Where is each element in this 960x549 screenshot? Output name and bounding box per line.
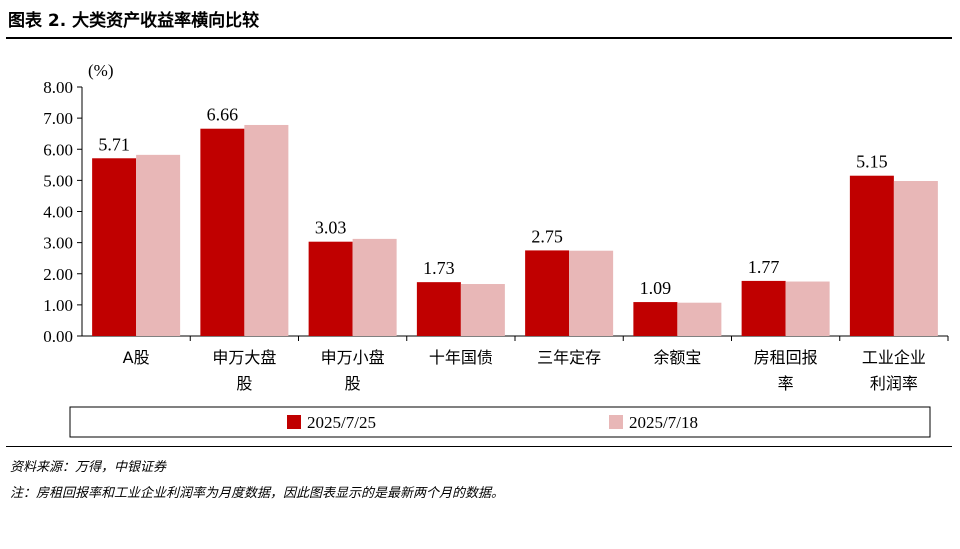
bar-previous (893, 180, 938, 336)
legend-label: 2025/7/18 (629, 413, 698, 432)
bar-current (200, 128, 245, 336)
bar-previous (569, 250, 614, 336)
bar-current (308, 241, 353, 336)
category-label: 股 (345, 374, 361, 393)
y-unit-label: (%) (88, 61, 113, 80)
y-tick-label: 8.00 (43, 78, 73, 97)
bar-current (633, 302, 678, 336)
category-label: A股 (123, 348, 150, 367)
data-label: 5.15 (856, 152, 888, 172)
y-tick-label: 4.00 (43, 203, 73, 222)
legend-box (69, 406, 931, 438)
bar-previous (460, 284, 505, 336)
footer-rule (6, 446, 952, 447)
bar-previous (136, 154, 181, 336)
footnote: 注：房租回报率和工业企业利润率为月度数据，因此图表显示的是最新两个月的数据。 (10, 486, 505, 501)
y-tick-label: 2.00 (43, 265, 73, 284)
data-label: 1.09 (640, 278, 672, 298)
bar-current (92, 158, 137, 336)
bar-previous (785, 281, 830, 336)
legend: 2025/7/25 2025/7/18 (69, 406, 931, 438)
data-label: 5.71 (98, 134, 130, 154)
data-labels-group: 5.71 6.66 3.03 1.73 2.75 1.09 1.77 5.15 (98, 105, 887, 298)
category-label: 三年定存 (537, 348, 601, 367)
data-label: 1.77 (748, 257, 780, 277)
bar-previous (352, 238, 397, 336)
title-rule (6, 37, 952, 39)
bar-current (525, 250, 570, 336)
data-label: 6.66 (207, 105, 239, 125)
data-label: 2.75 (531, 226, 563, 246)
bar-current (849, 175, 894, 336)
y-tick-label: 7.00 (43, 109, 73, 128)
category-label: 十年国债 (429, 348, 493, 367)
bar-previous (244, 124, 289, 336)
bar-current (416, 282, 461, 336)
y-tick-label: 3.00 (43, 234, 73, 253)
y-tick-label: 0.00 (43, 327, 73, 346)
legend-swatch (609, 415, 623, 429)
category-label: 申万大盘 (212, 348, 276, 367)
bar-chart: (%) 0.00 1.00 2.00 3.00 4.00 5.00 6.00 7.00 8.00… (43, 61, 949, 438)
y-axis: 0.00 1.00 2.00 3.00 4.00 5.00 6.00 7.00 8.00 (43, 78, 948, 346)
category-label: 余额宝 (653, 348, 701, 367)
y-tick-label: 6.00 (43, 140, 73, 159)
category-label: 房租回报 (754, 348, 818, 367)
y-tick-label: 5.00 (43, 171, 73, 190)
y-tick-label: 1.00 (43, 296, 73, 315)
bar-current (741, 280, 786, 336)
category-label: 股 (236, 374, 252, 393)
category-label: 申万小盘 (321, 348, 385, 367)
data-label: 1.73 (423, 258, 455, 278)
legend-label: 2025/7/25 (307, 413, 376, 432)
category-label: 利润率 (870, 374, 918, 393)
legend-swatch (287, 415, 301, 429)
source-note: 资料来源：万得，中银证券 (10, 460, 167, 475)
bars-group (92, 124, 938, 336)
category-label: 率 (778, 374, 794, 393)
bar-previous (677, 302, 722, 336)
data-label: 3.03 (315, 218, 347, 238)
figure-title: 图表 2. 大类资产收益率横向比较 (8, 11, 260, 31)
category-label: 工业企业 (862, 348, 926, 367)
